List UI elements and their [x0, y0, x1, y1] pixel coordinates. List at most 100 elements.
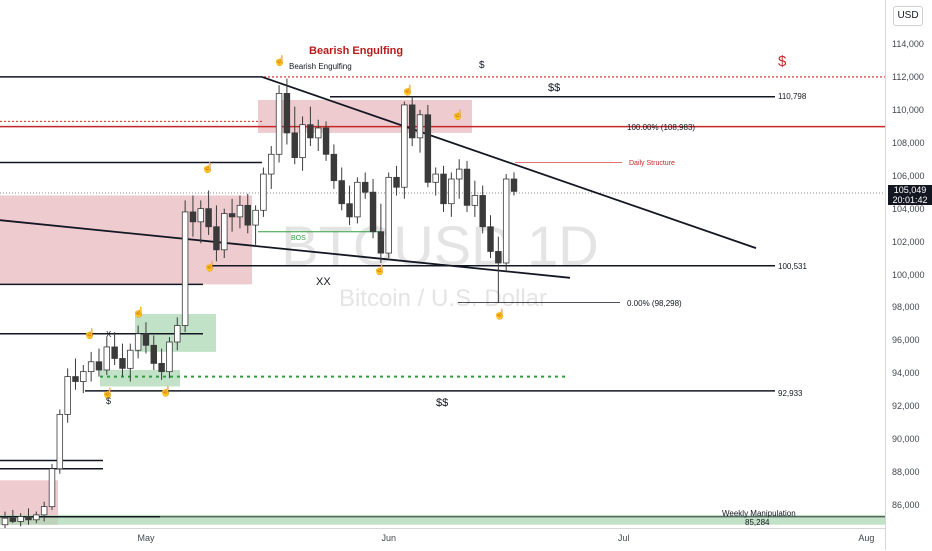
level-85284-label: 85,284: [745, 518, 770, 527]
hand-pointer-icon: ☝: [102, 386, 114, 399]
demand-zone-lower: [100, 369, 180, 387]
hand-pointer-icon: ☝: [494, 307, 506, 320]
x-tick-label: Jun: [381, 533, 396, 543]
dollar-red-label: $: [778, 53, 787, 70]
hand-pointer-icon: ☝: [202, 161, 214, 174]
candle-body: [315, 127, 322, 139]
candle-body: [322, 127, 330, 155]
candle-body: [205, 208, 212, 228]
watermark-title: BTCUSD 1D: [281, 214, 598, 277]
candle-body: [48, 468, 56, 508]
candle-body: [424, 114, 432, 183]
candle-body: [338, 180, 345, 205]
last-price-tag: 105,049 20:01:42: [888, 185, 932, 205]
candle-body: [495, 251, 502, 264]
hand-pointer-icon: ☝: [160, 385, 172, 398]
y-tick-label: 102,000: [892, 236, 925, 247]
dollar-top-label: $: [479, 60, 485, 71]
candle-body: [87, 361, 95, 373]
y-tick-label: 114,000: [892, 39, 924, 49]
x-tick-label: Aug: [858, 533, 875, 543]
candle-body: [64, 376, 71, 415]
candle-body: [1, 517, 9, 526]
candle-body: [228, 213, 236, 218]
candle-body: [134, 333, 142, 351]
hand-pointer-icon: ☝: [452, 108, 464, 121]
level-92933-label: 92,933: [778, 389, 803, 398]
time-axis[interactable]: May Jun Jul Aug: [0, 528, 885, 551]
candle-body: [471, 195, 479, 206]
double-dollar-top-label: $$: [548, 82, 560, 94]
candle-body: [166, 341, 173, 373]
bearish-engulfing-label: Bearish Engulfing: [289, 62, 352, 71]
candle-body: [119, 358, 126, 369]
x-tick-label: May: [137, 533, 155, 543]
y-tick-label: 92,000: [892, 401, 920, 412]
candle-body: [236, 204, 244, 218]
candle-body: [40, 506, 48, 516]
candle-body: [95, 361, 103, 371]
y-tick-label: 104,000: [892, 203, 925, 214]
candle-body: [33, 514, 40, 521]
candle-body: [275, 92, 283, 155]
candle-body: [268, 153, 275, 175]
y-tick-label: 112,000: [892, 71, 924, 82]
candle-body: [189, 211, 197, 223]
y-tick-label: 90,000: [892, 434, 920, 445]
candle-body: [432, 173, 439, 183]
candle-countdown: 20:01:42: [892, 195, 928, 205]
y-tick-label: 96,000: [892, 335, 920, 346]
candle-body: [181, 211, 189, 326]
candle-body: [80, 371, 87, 382]
supply-zone-top: [258, 99, 472, 133]
level-100531-label: 100,531: [778, 262, 807, 271]
candle-body: [408, 104, 416, 139]
candle-body: [448, 178, 455, 205]
candle-body: [369, 191, 377, 233]
candle-body: [393, 176, 400, 188]
candle-body: [502, 178, 510, 264]
candle-body: [174, 325, 181, 343]
candle-body: [346, 203, 353, 218]
currency-button[interactable]: USD: [893, 6, 923, 26]
candle-body: [440, 173, 447, 205]
level-110798-label: 110,798: [778, 92, 807, 101]
candle-body: [377, 231, 385, 254]
candle-body: [252, 209, 259, 226]
candle-body: [487, 226, 494, 252]
y-tick-label: 110,000: [892, 104, 924, 115]
lower-trendline: [0, 219, 571, 279]
x-mark-label: X: [106, 330, 112, 339]
weekly-manipulation-label: Weekly Manipulation: [722, 509, 796, 518]
candle-body: [150, 344, 158, 364]
candle-body: [25, 516, 32, 521]
candle-body: [72, 376, 79, 382]
candle-body: [330, 153, 338, 182]
daily-structure-label: Daily Structure: [629, 160, 675, 167]
candle-body: [385, 176, 392, 254]
fib-0-label: 0.00% (98,298): [627, 299, 682, 308]
candle-body: [158, 363, 165, 373]
bos-label: BOS: [291, 235, 306, 242]
price-axis[interactable]: USD 114,000 112,000 110,000 108,000 106,000 1…: [885, 0, 932, 550]
hand-pointer-icon: ☝: [374, 263, 386, 276]
y-tick-label: 108,000: [892, 137, 925, 148]
candle-body: [510, 178, 518, 192]
hand-pointer-icon: ☝: [402, 83, 414, 96]
y-tick-label: 88,000: [892, 467, 920, 478]
candle-body: [307, 124, 314, 139]
hand-pointer-icon: ☝: [204, 260, 216, 273]
hand-pointer-icon: ☝: [274, 54, 286, 67]
candle-body: [56, 414, 64, 470]
candle-body: [221, 213, 228, 251]
candle-body: [213, 226, 220, 251]
last-price: 105,049: [893, 185, 927, 195]
price-plot[interactable]: BTCUSD 1D Bitcoin / U.S. Dollar ☝ ☝ ☝ ☝ ☝ ☝ ☝ ☝…: [0, 0, 885, 528]
candle-body: [9, 517, 17, 522]
watermark-subtitle: Bitcoin / U.S. Dollar: [339, 285, 547, 312]
candle-body: [142, 333, 150, 346]
candle-body: [416, 114, 424, 139]
y-tick-label: 86,000: [892, 500, 920, 510]
candle-body: [197, 208, 204, 223]
bearish-engulfing-title: Bearish Engulfing: [309, 45, 403, 57]
